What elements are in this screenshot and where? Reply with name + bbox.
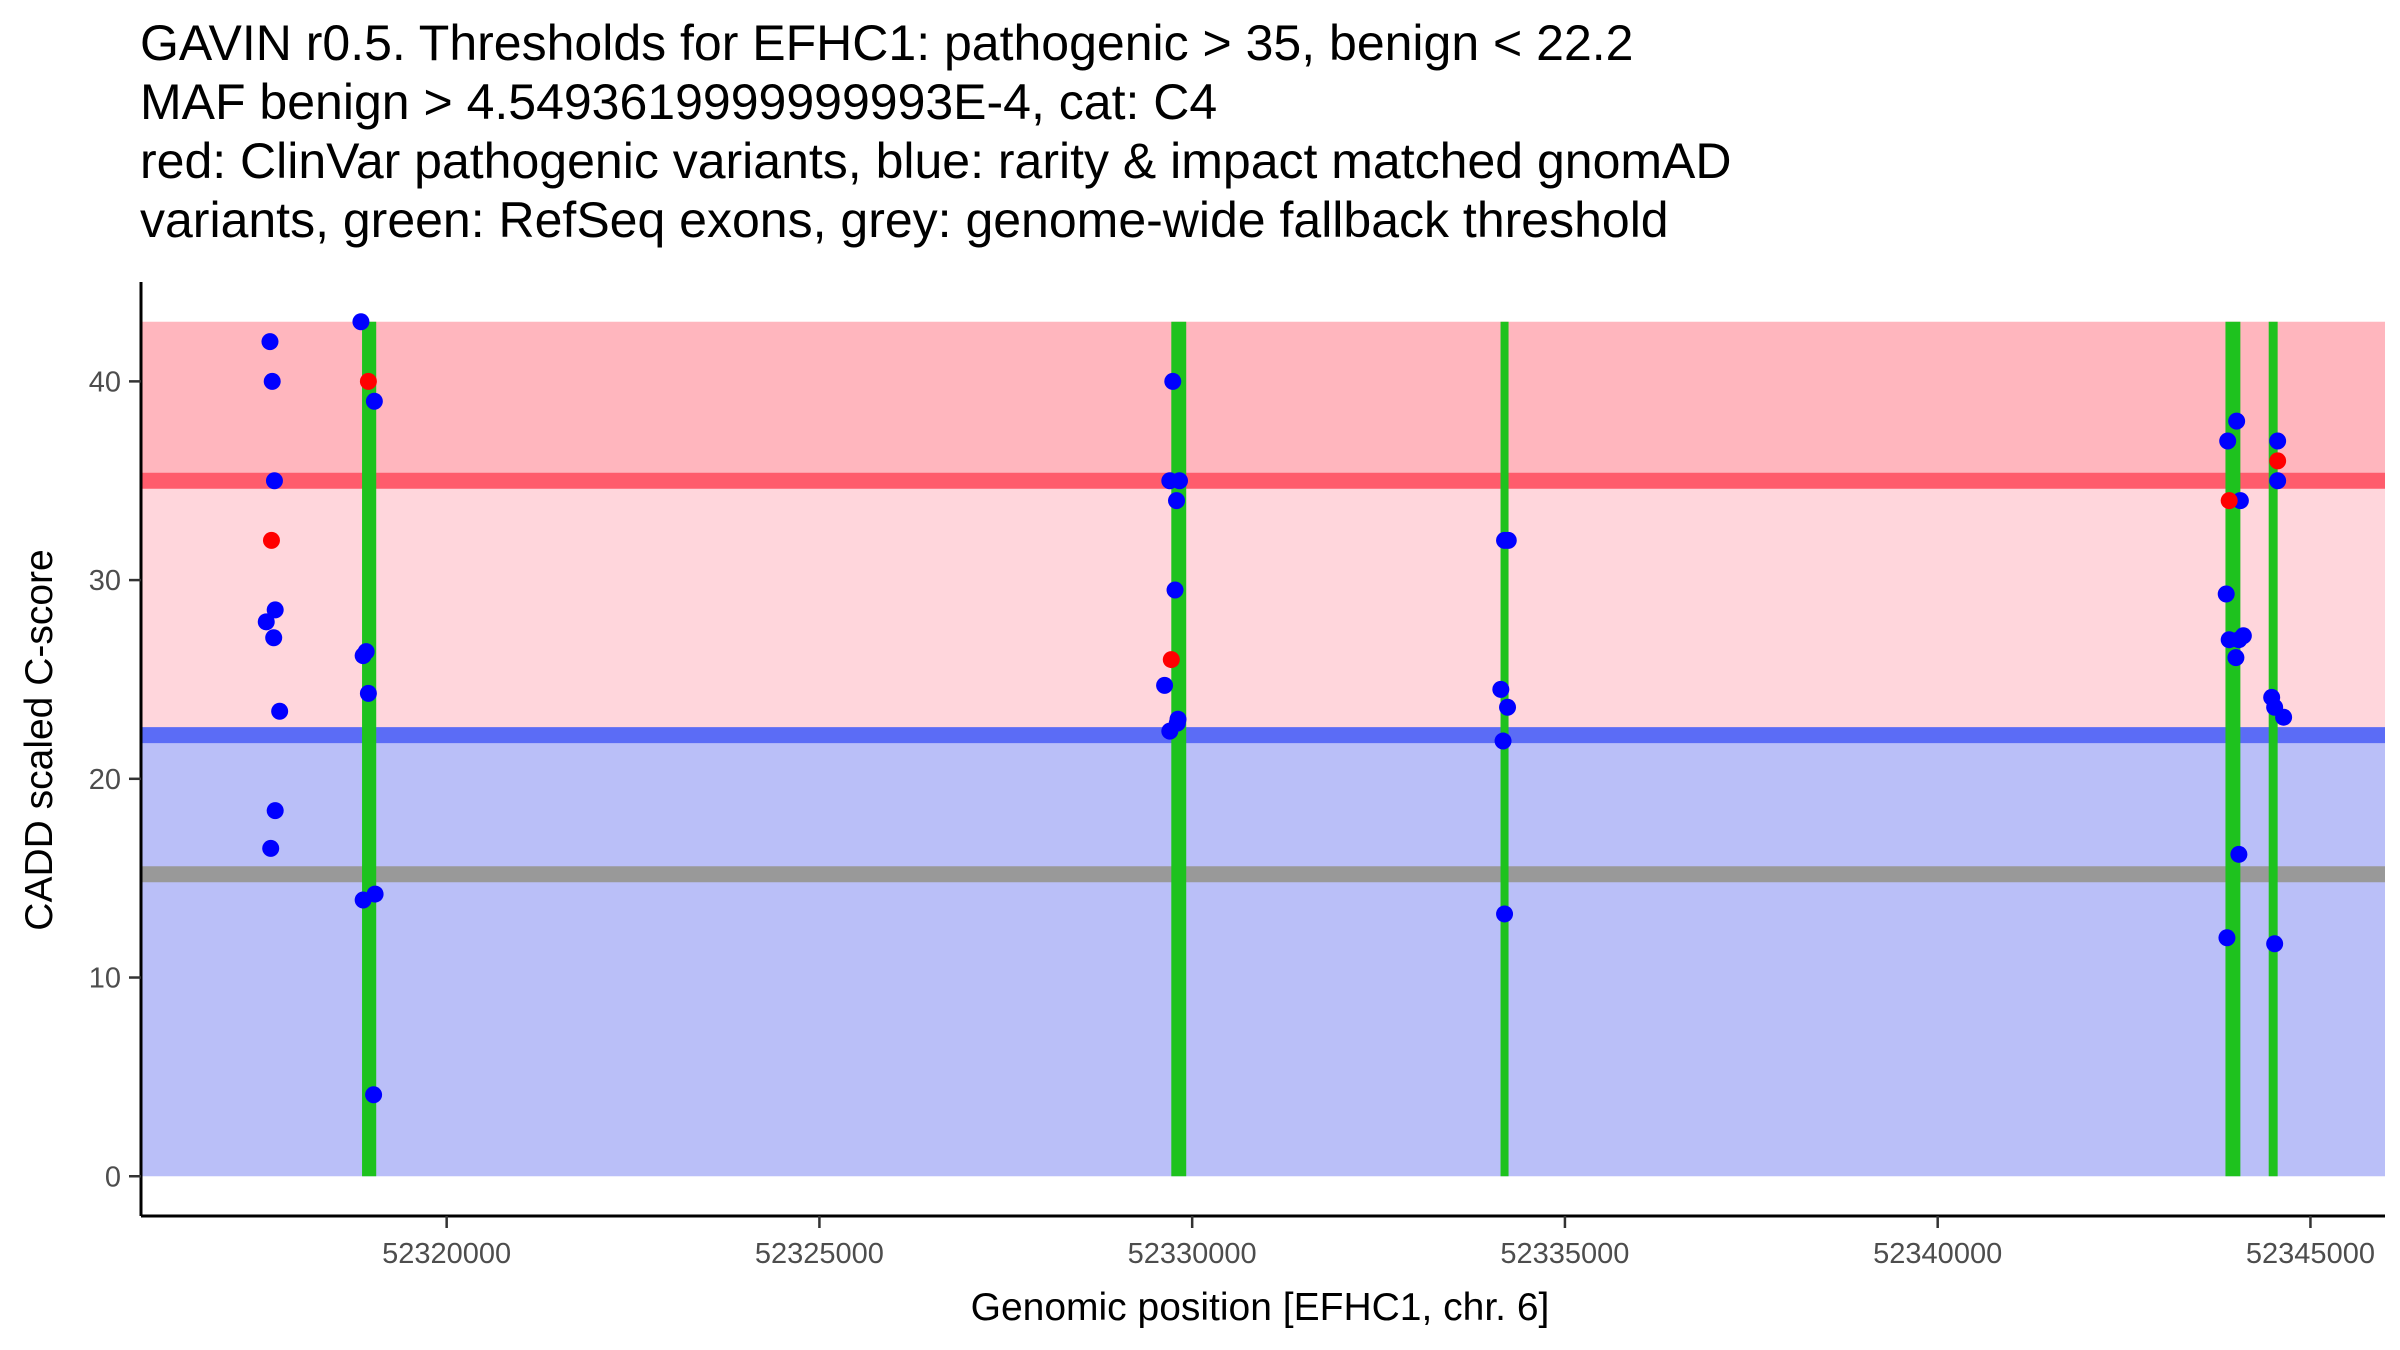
gnomad-point xyxy=(266,802,284,820)
y-tick-label: 40 xyxy=(89,366,121,398)
axes: 0 10 20 30 40 52320000 52325000 52330000 5233500… xyxy=(89,282,2385,1270)
gnomad-point xyxy=(359,684,377,702)
gnomad-point xyxy=(271,702,289,720)
gnomad-point xyxy=(2219,432,2237,450)
gnomad-point xyxy=(2266,935,2284,953)
uncertain-zone xyxy=(142,480,2385,736)
exon-bar-1 xyxy=(362,321,377,1177)
y-tick-label: 10 xyxy=(89,963,121,995)
title-line-1: GAVIN r0.5. Thresholds for EFHC1: pathog… xyxy=(140,15,1634,71)
y-tick-label: 30 xyxy=(89,565,121,597)
gnomad-point xyxy=(266,601,284,619)
title-line-2: MAF benign > 4.5493619999999993E-4, cat:… xyxy=(140,74,1218,130)
gnomad-point xyxy=(1496,905,1514,923)
title-line-3: red: ClinVar pathogenic variants, blue: … xyxy=(140,133,1732,189)
gnomad-point xyxy=(2217,585,2235,603)
gnomad-point xyxy=(263,372,281,390)
chart-title: GAVIN r0.5. Thresholds for EFHC1: pathog… xyxy=(140,14,2380,250)
gnomad-point xyxy=(262,839,280,857)
gnomad-point xyxy=(257,613,275,631)
clinvar-point xyxy=(2220,492,2238,510)
clinvar-point xyxy=(1162,651,1180,669)
x-tick-label: 52325000 xyxy=(755,1238,884,1270)
gnomad-point xyxy=(1161,722,1179,740)
x-tick-label: 52345000 xyxy=(2246,1238,2375,1270)
gnomad-point xyxy=(265,629,283,647)
gnomad-point xyxy=(261,333,279,351)
y-tick-label: 0 xyxy=(105,1161,121,1193)
x-tick-label: 52330000 xyxy=(1128,1238,1257,1270)
gnomad-point xyxy=(1492,680,1510,698)
clinvar-point xyxy=(359,372,377,390)
gnomad-point xyxy=(357,643,375,661)
gnomad-point xyxy=(2228,412,2246,430)
gnomad-point xyxy=(2269,472,2287,490)
y-tick-label: 20 xyxy=(89,764,121,796)
gnomad-point xyxy=(2218,929,2236,947)
x-tick-label: 52335000 xyxy=(1500,1238,1629,1270)
exon-bar-2 xyxy=(1171,321,1187,1177)
gnomad-point xyxy=(1499,531,1517,549)
x-axis-title: Genomic position [EFHC1, chr. 6] xyxy=(971,1286,1550,1329)
gnomad-point xyxy=(2230,845,2248,863)
gnomad-point xyxy=(2227,649,2245,667)
clinvar-point xyxy=(2269,452,2287,470)
exon-bars xyxy=(362,321,2278,1177)
gnomad-point xyxy=(1171,472,1189,490)
gnomad-point xyxy=(265,472,283,490)
gnomad-point xyxy=(2275,708,2293,726)
gnomad-point xyxy=(1166,581,1184,599)
gnomad-point xyxy=(352,313,370,331)
clinvar-point xyxy=(262,531,280,549)
x-tick-label: 52320000 xyxy=(382,1238,511,1270)
x-tick-label: 52340000 xyxy=(1873,1238,2002,1270)
gnomad-point xyxy=(1164,372,1182,390)
pathogenic-zone xyxy=(142,321,2385,481)
benign-zone xyxy=(142,735,2385,1177)
gnomad-point xyxy=(365,392,383,410)
gnomad-point xyxy=(2269,432,2287,450)
data-points xyxy=(257,313,2293,1104)
gnomad-point xyxy=(1494,732,1512,750)
exon-bar-5 xyxy=(2268,321,2278,1177)
gnomad-point xyxy=(1168,492,1186,510)
gnomad-point xyxy=(365,1086,383,1104)
exon-bar-4 xyxy=(2225,321,2241,1177)
threshold-zones xyxy=(142,321,2385,1177)
gnomad-point xyxy=(2234,627,2252,645)
gnomad-point xyxy=(366,885,384,903)
y-axis-title: CADD scaled C-score xyxy=(18,549,61,930)
gnomad-point xyxy=(1499,698,1517,716)
gnomad-point xyxy=(1156,676,1174,694)
title-line-4: variants, green: RefSeq exons, grey: gen… xyxy=(140,192,1669,248)
